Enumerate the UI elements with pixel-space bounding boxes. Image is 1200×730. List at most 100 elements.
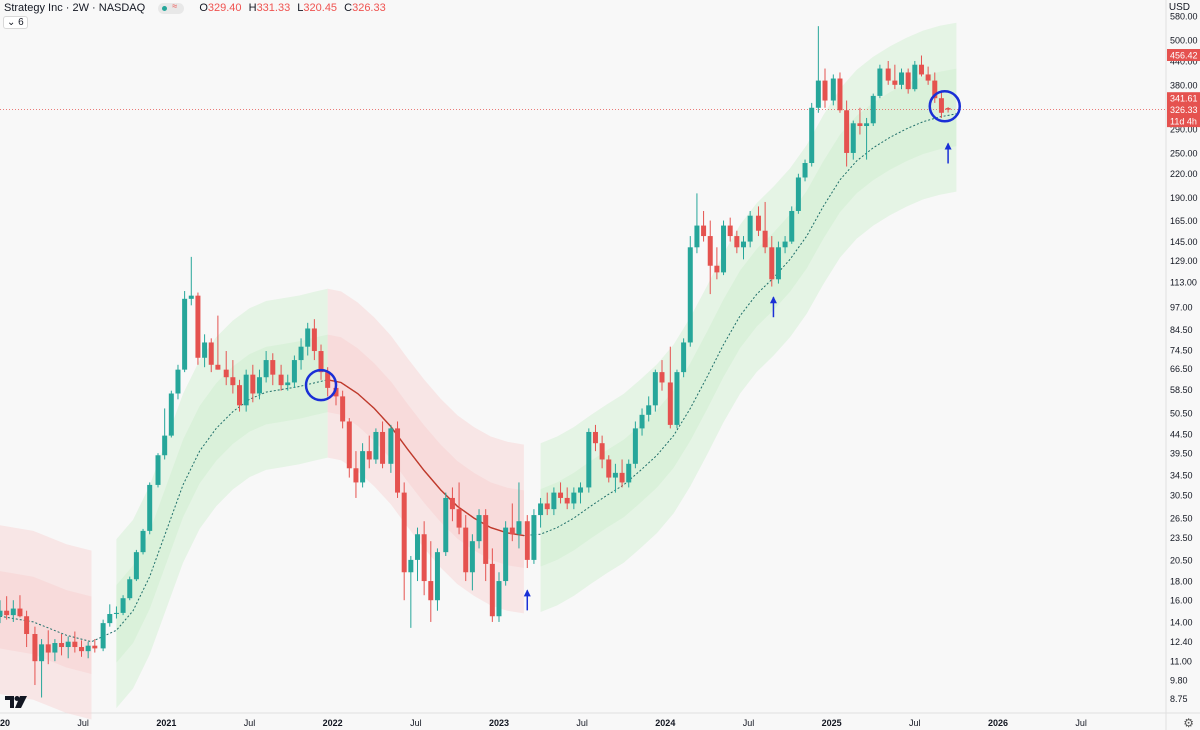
candle-body-13	[85, 645, 91, 652]
price-tag-label-0: 456.42	[1170, 51, 1198, 61]
candle-body-4	[24, 616, 30, 635]
candle-body-54	[366, 451, 372, 460]
candle-body-75	[509, 527, 515, 535]
price-tag-0	[1167, 49, 1200, 62]
candle-body-111	[755, 215, 761, 231]
y-tick-label-17: 50.50	[1170, 409, 1193, 419]
candle-body-65	[443, 497, 449, 553]
candle-body-63	[428, 581, 434, 601]
candle-body-0	[0, 610, 3, 617]
candle-body-119	[809, 107, 815, 164]
candle-body-83	[564, 497, 570, 504]
y-tick-label-19: 39.50	[1170, 449, 1193, 459]
y-tick-label-0: 580.00	[1170, 12, 1198, 22]
indicator-toggle[interactable]: ≈	[158, 1, 185, 14]
candle-body-104	[707, 236, 713, 266]
candle-body-101	[687, 247, 693, 343]
y-tick-label-25: 18.00	[1170, 577, 1193, 587]
candle-body-129	[877, 68, 883, 96]
candle-body-47	[318, 351, 324, 373]
candle-body-86	[586, 431, 592, 488]
candle-body-134	[912, 64, 918, 90]
candle-body-120	[815, 80, 821, 108]
y-tick-label-20: 34.50	[1170, 471, 1193, 481]
x-tick-label-0: 2020	[0, 718, 10, 728]
candle-body-118	[802, 163, 808, 178]
candle-body-20	[133, 552, 139, 580]
symbol-title[interactable]: Strategy Inc · 2W · NASDAQ	[4, 2, 146, 15]
highlight-circle-1	[928, 90, 962, 123]
candle-body-139	[945, 108, 951, 110]
candle-body-122	[830, 78, 836, 101]
settings-gear-icon[interactable]: ⚙	[1183, 716, 1194, 730]
candle-body-56	[380, 431, 386, 464]
candle-body-19	[127, 579, 133, 599]
candle-body-137	[932, 80, 938, 99]
y-tick-label-2: 440.00	[1170, 56, 1198, 66]
candle-body-73	[496, 581, 502, 617]
inner-band-1	[116, 334, 328, 663]
y-tick-label-12: 97.00	[1170, 302, 1193, 312]
candle-body-55	[373, 431, 379, 460]
candle-body-85	[577, 487, 583, 493]
status-dot-icon	[162, 5, 168, 11]
candle-body-5	[32, 634, 38, 662]
candle-body-34	[230, 377, 236, 386]
x-tick-label-10: 2025	[822, 718, 842, 728]
currency-label[interactable]: USD	[1168, 2, 1190, 13]
candle-body-94	[639, 414, 645, 429]
candle-body-115	[782, 241, 788, 248]
candle-body-15	[100, 623, 106, 649]
candle-body-22	[147, 484, 153, 531]
y-tick-label-24: 20.50	[1170, 555, 1193, 565]
y-tick-label-15: 66.50	[1170, 364, 1193, 374]
candle-body-117	[795, 177, 801, 211]
y-tick-label-14: 74.50	[1170, 345, 1193, 355]
y-tick-label-28: 12.40	[1170, 637, 1193, 647]
candle-body-53	[360, 451, 366, 483]
candle-body-116	[789, 210, 795, 242]
candle-body-91	[619, 472, 625, 483]
plot-area	[0, 0, 1166, 713]
candle-body-12	[79, 647, 85, 652]
candle-body-95	[646, 405, 652, 415]
candle-body-88	[599, 443, 605, 460]
candle-body-92	[626, 463, 632, 483]
y-tick-label-10: 129.00	[1170, 256, 1198, 266]
x-tick-label-1: Jul	[77, 718, 89, 728]
candle-body-57	[388, 428, 394, 464]
candles	[0, 26, 951, 698]
candle-body-16	[107, 614, 113, 624]
high-value: 331.33	[256, 2, 291, 15]
candle-body-33	[223, 369, 229, 378]
candle-body-11	[72, 641, 78, 648]
indicators-collapse-button[interactable]: ⌄ 6	[3, 16, 28, 29]
candle-body-41	[278, 374, 284, 386]
candle-body-32	[215, 364, 221, 370]
candle-body-62	[421, 534, 427, 582]
y-tick-label-7: 190.00	[1170, 193, 1198, 203]
x-tick-label-3: Jul	[244, 718, 256, 728]
candle-body-113	[769, 247, 775, 280]
low-value: 320.45	[303, 2, 338, 15]
y-tick-label-21: 30.50	[1170, 491, 1193, 501]
y-tick-label-23: 23.50	[1170, 533, 1193, 543]
candle-body-132	[899, 72, 905, 85]
y-tick-label-26: 16.00	[1170, 596, 1193, 606]
candle-body-109	[740, 241, 746, 248]
candle-body-97	[659, 372, 665, 383]
candle-body-96	[652, 372, 658, 406]
candle-body-46	[311, 328, 317, 352]
x-tick-label-12: 2026	[988, 718, 1008, 728]
candle-body-130	[885, 68, 891, 81]
candle-body-112	[762, 230, 768, 248]
candle-body-105	[714, 265, 720, 273]
candle-body-9	[59, 643, 65, 648]
y-tick-label-3: 380.00	[1170, 80, 1198, 90]
moving-average-line	[0, 113, 957, 643]
highlight-circle-0	[304, 368, 338, 402]
candle-body-103	[701, 225, 707, 237]
price-tag-2	[1167, 103, 1200, 116]
candle-body-14	[92, 645, 98, 649]
